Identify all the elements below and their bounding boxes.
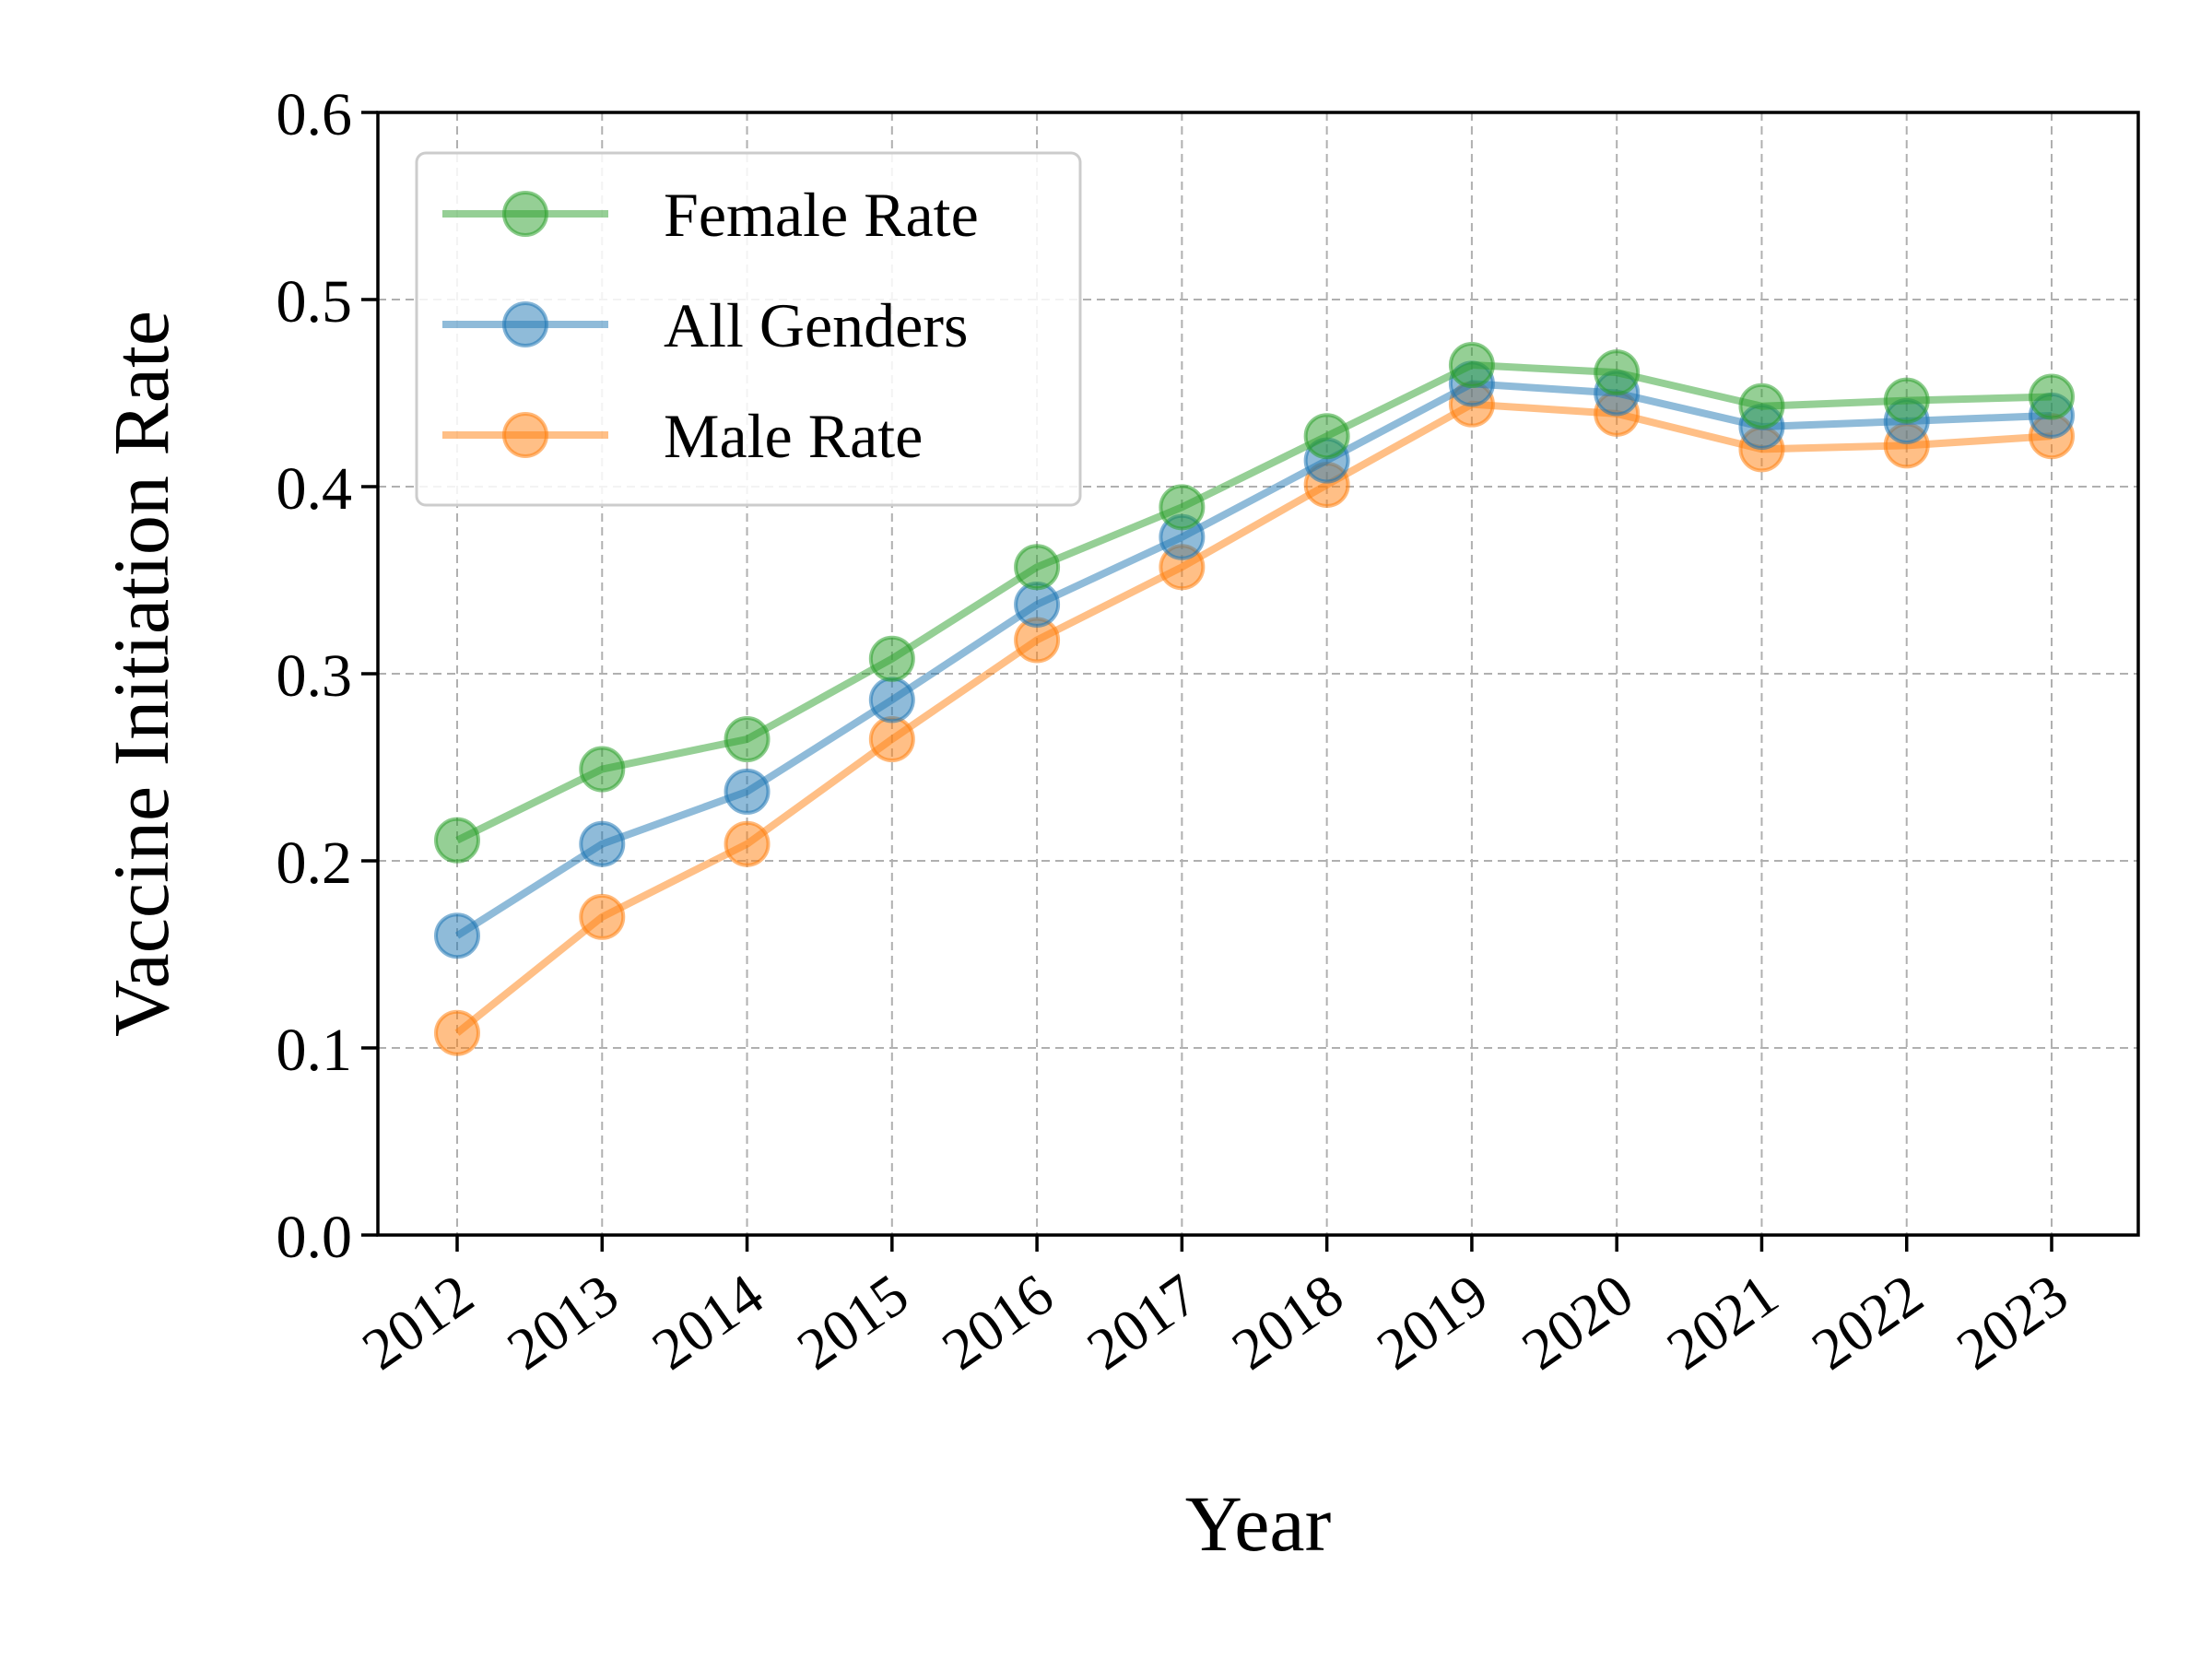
y-tick-label: 0.0 xyxy=(276,1204,353,1271)
data-point xyxy=(1159,484,1206,531)
y-tick-label: 0.5 xyxy=(276,268,353,335)
series-female-rate xyxy=(434,342,2075,864)
x-tick-label: 2018 xyxy=(1220,1261,1355,1382)
data-point xyxy=(579,820,626,867)
data-point xyxy=(868,716,915,763)
data-point xyxy=(434,912,480,959)
data-point xyxy=(724,768,771,815)
data-point xyxy=(434,817,480,864)
data-point xyxy=(1738,382,1785,429)
legend-marker xyxy=(502,412,548,458)
data-point xyxy=(1594,349,1641,396)
series-line xyxy=(454,380,2053,939)
x-tick-label: 2017 xyxy=(1076,1261,1210,1382)
x-tick-label: 2019 xyxy=(1365,1261,1500,1382)
y-tick-label: 0.2 xyxy=(276,830,353,897)
x-tick-label: 2021 xyxy=(1655,1261,1790,1382)
y-tick-label: 0.6 xyxy=(276,81,353,148)
x-tick-label: 2012 xyxy=(350,1261,485,1382)
data-point xyxy=(868,635,915,682)
x-tick-label: 2016 xyxy=(931,1261,1065,1382)
x-tick-label: 2015 xyxy=(785,1261,920,1382)
series-line xyxy=(455,361,2053,844)
legend-label: Female Rate xyxy=(664,180,979,250)
data-point xyxy=(1883,377,1930,424)
x-tick-label: 2014 xyxy=(641,1261,775,1382)
data-point xyxy=(868,677,915,724)
y-tick-label: 0.4 xyxy=(276,455,353,523)
data-point xyxy=(724,716,771,763)
series-layer xyxy=(434,342,2075,1056)
x-tick-label: 2020 xyxy=(1511,1261,1645,1382)
series-male-rate xyxy=(434,381,2075,1056)
y-tick-label: 0.3 xyxy=(276,642,353,710)
legend-marker xyxy=(502,191,548,237)
legend-box xyxy=(415,151,1082,507)
data-point xyxy=(579,893,626,940)
legend: Female Rate All Genders Male Rate xyxy=(415,151,1082,507)
data-point xyxy=(1303,413,1350,460)
data-point xyxy=(1014,544,1061,591)
legend-label: Male Rate xyxy=(664,401,923,471)
data-point xyxy=(2029,373,2075,420)
x-axis-title: Year xyxy=(1185,1479,1331,1568)
legend-entry: All Genders xyxy=(442,290,968,360)
legend-marker xyxy=(502,301,548,347)
data-point xyxy=(1448,342,1495,389)
legend-label: All Genders xyxy=(664,290,968,360)
series-line xyxy=(454,400,2053,1036)
legend-entry: Male Rate xyxy=(442,401,923,471)
y-axis-title: Vaccine Initiation Rate xyxy=(97,311,185,1037)
y-tick-label: 0.1 xyxy=(276,1017,353,1084)
data-point xyxy=(434,1009,480,1056)
x-tick-label: 2013 xyxy=(496,1261,630,1382)
data-point xyxy=(724,820,771,867)
x-tick-label: 2023 xyxy=(1945,1261,2079,1382)
data-point xyxy=(579,746,626,793)
legend-entry: Female Rate xyxy=(442,180,979,250)
x-tick-label: 2022 xyxy=(1800,1261,1935,1382)
